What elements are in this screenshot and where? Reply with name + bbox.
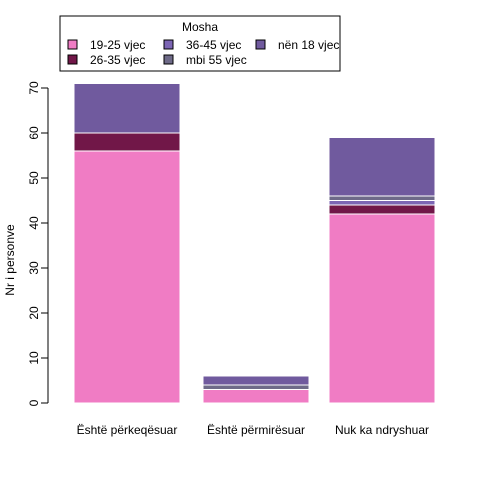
x-axis-labels: Është përkeqësuar Është përmirësuar Nuk ka…	[77, 423, 429, 437]
y-tick-label-40: 40	[27, 216, 41, 230]
legend-label-36-45-vjec: 36-45 vjec	[186, 38, 241, 52]
y-tick-label-50: 50	[27, 171, 41, 185]
bar-nuk-ka-ndryshuar-26-35-vjec	[328, 204, 436, 215]
legend-swatch-26-35-vjec	[67, 54, 78, 65]
x-tick-label-eshte-permiresuar: Është përmirësuar	[207, 423, 305, 437]
legend-label-mbi-55-vjec: mbi 55 vjec	[186, 53, 247, 67]
y-tick-label-0: 0	[27, 399, 41, 406]
bar-eshte-permiresuar-nen-18-vjec	[202, 375, 310, 386]
y-axis: 0 10 20 30 40 50 60 70	[27, 81, 49, 406]
bar-eshte-perkeqesuar-nen-18-vjec	[73, 83, 181, 134]
bar-eshte-permiresuar-mbi-55-vjec	[202, 384, 310, 390]
bar-nuk-ka-ndryshuar-nen-18-vjec	[328, 137, 436, 197]
y-axis-label: Nr i personve	[3, 224, 17, 296]
bar-eshte-perkeqesuar-19-25-vjec	[73, 150, 181, 404]
legend-swatch-36-45-vjec	[163, 39, 174, 50]
bar-nuk-ka-ndryshuar-36-45-vjec	[328, 200, 436, 206]
legend-label-nen-18-vjec: nën 18 vjec	[278, 38, 339, 52]
y-tick-label-20: 20	[27, 306, 41, 320]
y-tick-label-10: 10	[27, 351, 41, 365]
y-tick-label-70: 70	[27, 81, 41, 95]
legend-label-26-35-vjec: 26-35 vjec	[90, 53, 145, 67]
legend-title: Mosha	[182, 20, 218, 34]
legend-swatch-19-25-vjec	[67, 39, 78, 50]
legend-box	[59, 15, 341, 72]
legend-swatch-mbi-55-vjec	[163, 54, 174, 65]
x-tick-label-eshte-perkeqesuar: Është përkeqësuar	[77, 423, 178, 437]
y-tick-label-30: 30	[27, 261, 41, 275]
plot-area	[73, 83, 436, 404]
y-tick-label-60: 60	[27, 126, 41, 140]
legend-label-19-25-vjec: 19-25 vjec	[90, 38, 145, 52]
x-tick-label-nuk-ka-ndryshuar: Nuk ka ndryshuar	[335, 423, 429, 437]
legend: Mosha 19-25 vjec 36-45 vjec nën 18 vjec 26-…	[59, 15, 341, 72]
bar-eshte-permiresuar-19-25-vjec	[202, 389, 310, 404]
legend-swatch-nen-18-vjec	[255, 39, 266, 50]
bar-nuk-ka-ndryshuar-mbi-55-vjec	[328, 195, 436, 201]
bar-nuk-ka-ndryshuar-19-25-vjec	[328, 213, 436, 404]
bar-eshte-perkeqesuar-26-35-vjec	[73, 132, 181, 152]
